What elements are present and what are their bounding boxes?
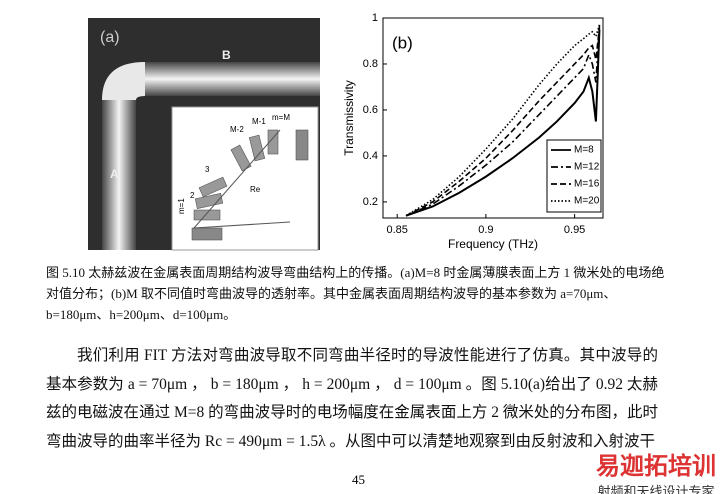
inset-label: Re [250,185,261,194]
label: A [110,167,119,181]
inset-radius [193,129,291,229]
panel-tag: (a) [100,29,120,46]
watermark-title: 易迦拓培训 [596,452,716,480]
plot-frame [382,17,604,219]
panel-tag: (b) [392,33,413,52]
x-tick-label: 0.9 [478,224,493,236]
inset-label: M-2 [230,125,244,134]
inset-label: m=M [272,113,290,122]
y-axis-label: Transmissivity [342,80,356,156]
series-line [405,24,601,217]
legend: M=8 M=12 M=16 M=20 [546,139,602,213]
guide-horizontal [140,62,320,96]
y-tick-label: 0.4 [363,150,378,162]
series-line [405,29,601,217]
inset-label: 2 [190,191,195,200]
y-tick-label: 0.6 [363,104,378,116]
legend-box [546,139,602,213]
panel-b: 0.2 0.4 0.6 0.8 1 0.85 0.9 0.95 Frequency (THz) T… [342,12,604,251]
guide-corner [102,62,145,100]
legend-label: M=20 [574,196,600,207]
legend-label: M=8 [574,145,594,156]
inset-cells [191,129,309,241]
watermark: 易迦拓培训 射频和天线设计专家 [596,446,716,494]
caption: 图 5.10 太赫兹波在金属表面周期结构波导弯曲结构上的传播。(a)M=8 时金… [46,265,665,322]
x-axis-label: Frequency (THz) [448,237,538,251]
inset-label: M-1 [252,117,266,126]
x-tick-label: 0.95 [564,224,585,236]
watermark-subtitle: 射频和天线设计专家 [597,485,715,494]
page-number: 45 [352,472,365,487]
label: B [222,48,231,62]
legend-label: M=12 [574,162,600,173]
x-tick-label: 0.85 [386,224,407,236]
inset-label: m=1 [177,198,186,214]
panel-a: (a) B A M-2 M-1 m=M 3 Re 2 m=1 [88,18,320,251]
inset [171,106,319,251]
legend-label: M=16 [574,179,600,190]
body-text: 我们利用 FIT 方法对弯曲波导取不同弯曲半径时的导波性能进行了仿真。其中波导的… [46,347,658,450]
y-tick-label: 1 [372,12,378,24]
figure: (a) B A M-2 M-1 m=M 3 Re 2 m=1 0.2 0.4 0.6… [88,12,604,251]
guide-vertical [102,95,136,250]
y-tick-label: 0.8 [363,58,378,70]
series-line [405,24,601,217]
inset-label: 3 [205,165,210,174]
y-tick-label: 0.2 [363,196,378,208]
series-line [405,27,601,217]
